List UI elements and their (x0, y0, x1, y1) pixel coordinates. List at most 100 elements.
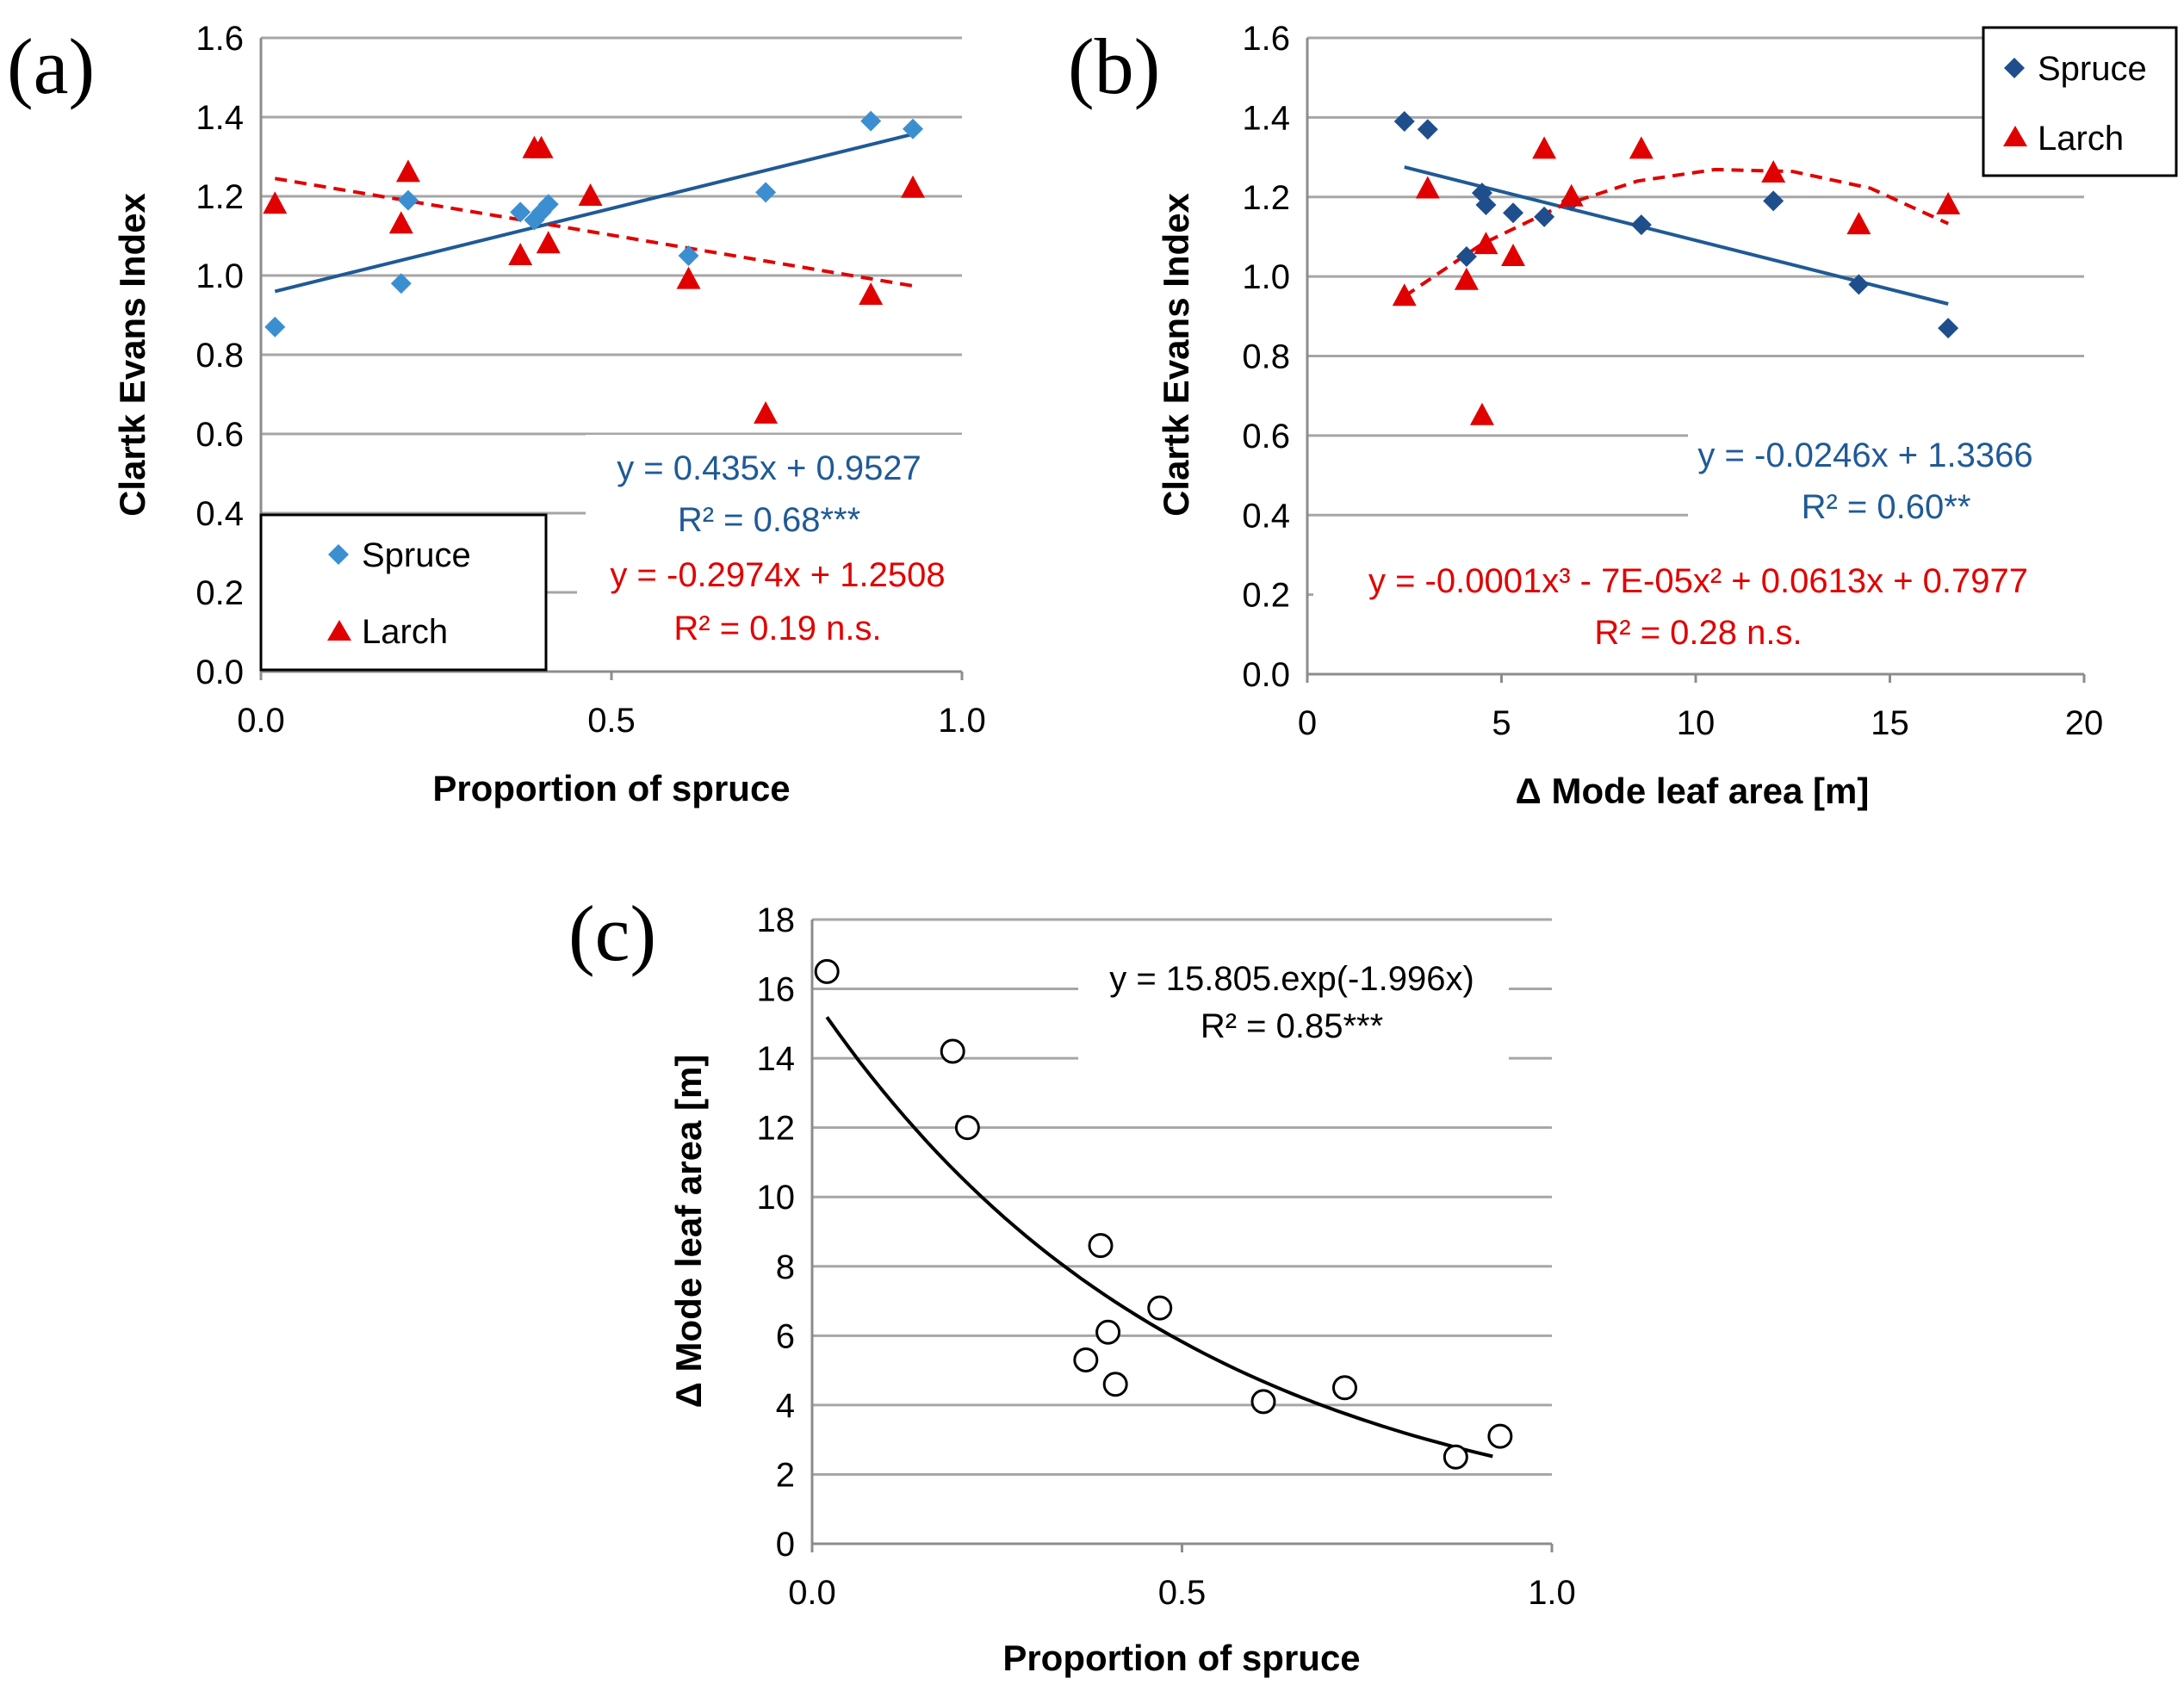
plot-point (1147, 1295, 1173, 1321)
larch-point (1936, 191, 1961, 214)
panel-c-trendline (825, 1016, 1493, 1459)
larch-point (859, 282, 884, 305)
panel-a-larch-r2: R² = 0.19 n.s. (673, 610, 881, 647)
plot-point (1250, 1389, 1276, 1415)
y-tick-label: 6 (776, 1317, 795, 1355)
x-tick-label: 10 (1677, 704, 1716, 742)
panel-a-eq-bg-2 (577, 542, 973, 654)
larch-point (676, 266, 701, 289)
x-tick-label: 15 (1871, 704, 1909, 742)
panel-b-y-tick-labels: 0.0 0.2 0.4 0.6 0.8 1.0 1.2 1.4 1.6 (1242, 20, 1290, 694)
panel-b-larch-r2: R² = 0.28 n.s. (1594, 614, 1802, 652)
larch-point (395, 159, 420, 183)
y-tick-label: 0.2 (195, 574, 244, 612)
larch-point (1415, 176, 1440, 199)
spruce-point (1455, 246, 1477, 268)
larch-point (1392, 283, 1417, 307)
larch-point (754, 401, 779, 424)
y-tick-label: 1.2 (1242, 179, 1290, 217)
larch-trendline (1403, 167, 1950, 298)
spruce-point (1848, 274, 1870, 295)
y-tick-label: 1.4 (1242, 99, 1290, 137)
y-tick-label: 0.6 (195, 416, 244, 454)
y-tick-label: 12 (757, 1110, 796, 1148)
panel-a-chart: (a) 0.0 0.2 0.4 0.6 0.8 1.0 1.2 1.4 1.6 0.0 0.5 1.… (7, 20, 986, 808)
panel-b-letter: (b) (1068, 22, 1160, 110)
y-tick-label: 1.6 (195, 20, 244, 58)
larch-trendline (274, 177, 914, 288)
larch-point (1629, 136, 1654, 159)
panel-c-equation: y = 15.805.exp(-1.996x) (1109, 960, 1474, 998)
panel-b-legend-box (1982, 26, 2178, 177)
spruce-point (1630, 214, 1652, 236)
y-tick-label: 1.0 (195, 257, 244, 295)
y-tick-label: 0.4 (195, 495, 244, 533)
larch-point (263, 191, 288, 214)
plot-point (1102, 1372, 1128, 1397)
larch-point (1761, 160, 1786, 183)
spruce-point (397, 189, 419, 211)
y-tick-label: 0.6 (1242, 418, 1290, 455)
panel-c-chart: (c) 0 2 4 6 8 10 12 14 16 18 0.0 0.5 1.0 Δ Mode lea… (568, 889, 1576, 1678)
plot-point (1088, 1233, 1114, 1259)
panel-a-legend: Spruce Larch (259, 513, 548, 672)
panel-b-eq-bg-2 (1313, 551, 2093, 659)
y-tick-label: 2 (776, 1456, 795, 1494)
y-tick-label: 4 (776, 1387, 795, 1425)
panel-a-letter: (a) (7, 22, 95, 110)
spruce-point (510, 201, 531, 223)
x-tick-label: 1.0 (938, 702, 986, 740)
panel-a-data-points (263, 110, 926, 424)
panel-b-y-axis-title: Clartk Evans Index (1156, 192, 1196, 516)
plot-point (940, 1038, 965, 1064)
spruce-point (1393, 110, 1415, 132)
plot-point (954, 1115, 980, 1141)
spruce-point (1503, 202, 1524, 224)
panel-b-spruce-r2: R² = 0.60** (1802, 488, 1971, 526)
y-tick-label: 0.0 (195, 653, 244, 691)
panel-a-legend-spruce-marker (328, 544, 349, 565)
panel-a-spruce-r2: R² = 0.68*** (678, 501, 860, 539)
spruce-point (264, 316, 286, 338)
larch-point (901, 175, 926, 198)
y-tick-label: 0.8 (195, 337, 244, 375)
panel-b-eq-bg-1 (1688, 422, 2093, 534)
larch-point (1469, 402, 1494, 425)
spruce-point (755, 182, 777, 203)
larch-point (1454, 267, 1479, 290)
spruce-point (390, 273, 412, 294)
x-tick-label: 0.0 (788, 1574, 836, 1612)
panel-a-eq-bg-1 (586, 435, 965, 538)
y-tick-label: 0.4 (1242, 497, 1290, 535)
larch-point (1501, 244, 1526, 267)
panel-c-eq-bg (1078, 947, 1509, 1068)
y-tick-label: 1.4 (195, 99, 244, 137)
larch-point (1559, 183, 1584, 207)
spruce-point (903, 118, 924, 139)
spruce-point (537, 194, 559, 215)
panel-a-spruce-equation: y = 0.435x + 0.9527 (617, 449, 921, 487)
y-tick-label: 0 (776, 1526, 795, 1564)
larch-point (1474, 232, 1498, 255)
x-tick-label: 0.5 (1158, 1574, 1207, 1612)
spruce-point (678, 245, 699, 266)
x-tick-label: 0.0 (237, 702, 285, 740)
larch-point (1846, 212, 1871, 235)
larch-point (388, 211, 413, 234)
panel-b-legend-spruce-label: Spruce (2038, 50, 2147, 88)
panel-b-data-points (1392, 110, 1961, 425)
larch-point (578, 183, 603, 206)
y-tick-label: 1.0 (1242, 258, 1290, 296)
panel-a-legend-larch-marker (327, 620, 351, 641)
panel-a-y-tick-labels: 0.0 0.2 0.4 0.6 0.8 1.0 1.2 1.4 1.6 (195, 20, 244, 691)
spruce-point (1763, 190, 1784, 212)
plot-point (814, 958, 840, 984)
larch-point (1532, 136, 1557, 159)
y-tick-label: 0.8 (1242, 338, 1290, 376)
larch-point (508, 243, 533, 265)
panel-a-y-axis-title: Clartk Evans Index (112, 192, 152, 516)
larch-point (529, 135, 554, 158)
spruce-trendline (274, 132, 914, 294)
x-tick-label: 0 (1298, 704, 1317, 742)
